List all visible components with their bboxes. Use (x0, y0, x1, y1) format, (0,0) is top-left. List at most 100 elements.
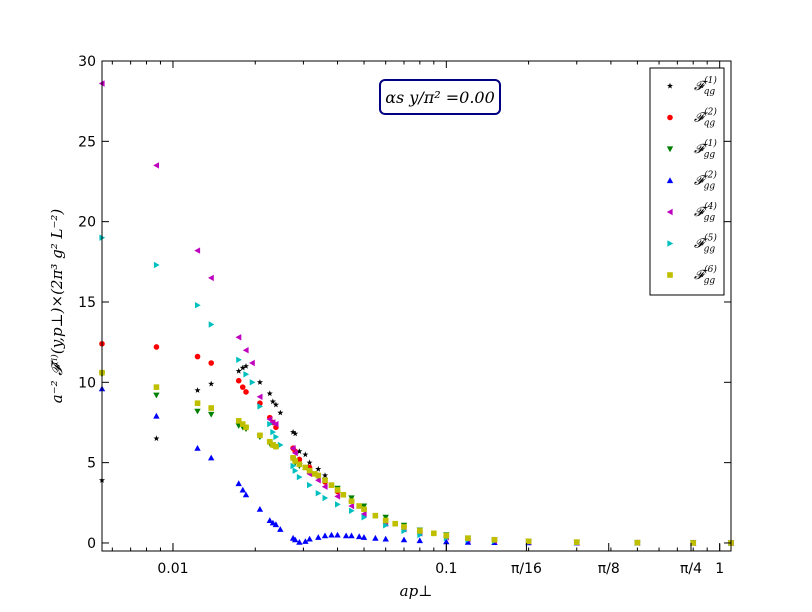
data-point (153, 392, 160, 399)
x-tick-label: π/16 (511, 561, 542, 577)
data-point (306, 535, 313, 542)
data-point (322, 477, 328, 484)
plot-frame (101, 60, 732, 552)
y-tick-label: 15 (78, 295, 96, 311)
data-point (208, 360, 215, 366)
data-point (690, 540, 696, 546)
data-point (272, 420, 279, 428)
data-point (321, 532, 329, 539)
data-point (349, 507, 355, 514)
data-point (266, 416, 273, 423)
data-point (153, 344, 160, 350)
data-point (256, 506, 264, 512)
data-point (328, 482, 335, 488)
data-point (256, 379, 263, 385)
data-point (243, 371, 250, 378)
y-tick-label: 10 (78, 375, 96, 391)
y-tick-label: 30 (78, 54, 96, 70)
data-point (335, 501, 341, 508)
data-point (443, 538, 450, 545)
data-point (292, 449, 298, 457)
data-point (443, 532, 450, 539)
data-points (98, 80, 735, 547)
data-point (307, 481, 313, 489)
data-point (195, 302, 201, 309)
annotation-frame (379, 79, 501, 115)
data-point (208, 411, 215, 418)
data-point (296, 461, 303, 468)
data-point (321, 483, 328, 490)
x-tick-label: π/8 (598, 561, 620, 577)
data-point (208, 454, 215, 461)
data-point (340, 491, 347, 498)
data-point (277, 526, 284, 532)
data-point (270, 428, 277, 436)
data-point (315, 465, 322, 472)
data-point (235, 480, 242, 487)
data-point (194, 408, 201, 415)
data-point (666, 208, 673, 216)
data-point (270, 442, 276, 448)
data-point (328, 531, 335, 538)
data-point (315, 477, 321, 484)
data-point (360, 510, 367, 518)
y-axis-label: a⁻² 𝓕⁽ⁱ⁾(y,p⊥)×(2π³ g² L⁻²) (48, 209, 66, 404)
data-point (243, 363, 249, 369)
data-point (392, 520, 398, 527)
data-point (361, 506, 367, 513)
data-point (235, 418, 242, 424)
data-point (315, 490, 322, 497)
data-point (257, 403, 264, 410)
data-point (153, 261, 160, 269)
y-tick-label: 5 (87, 456, 96, 472)
data-point (153, 384, 160, 390)
data-point (334, 531, 341, 538)
data-point (235, 334, 242, 341)
data-point (256, 393, 263, 400)
data-point (667, 240, 674, 247)
data-point (208, 380, 215, 387)
data-point (249, 379, 256, 386)
data-point (361, 514, 368, 521)
data-point (356, 533, 363, 540)
data-point (382, 514, 389, 521)
data-point (243, 389, 249, 395)
data-point (573, 539, 580, 545)
data-point (315, 534, 322, 540)
data-point (348, 495, 355, 502)
data-point (194, 445, 201, 451)
data-point (306, 459, 313, 466)
y-tick-label: 25 (78, 134, 96, 150)
data-point (194, 387, 201, 393)
data-point (296, 473, 303, 481)
y-axis-ticks: 0 5 10 15 20 25 30 (78, 54, 731, 552)
data-point (239, 421, 246, 427)
data-point (491, 536, 498, 543)
data-point (667, 272, 673, 278)
data-point (417, 528, 423, 534)
data-point (208, 405, 215, 411)
data-point (383, 522, 389, 529)
data-point (334, 493, 341, 500)
data-point (400, 536, 408, 543)
data-point (525, 538, 532, 545)
data-point (666, 146, 674, 153)
data-point (239, 364, 246, 371)
data-point (277, 409, 284, 416)
data-point (266, 517, 273, 523)
data-point (273, 443, 279, 450)
data-point (290, 462, 297, 470)
legend: 𝓕qg(1)𝓕qg(2)𝓕gg(1)𝓕gg(2)𝓕gg(4)𝓕gg(5)𝓕gg(… (649, 67, 725, 296)
y-tick-label: 20 (78, 215, 96, 231)
data-point (272, 401, 279, 408)
data-point (667, 82, 673, 89)
data-point (153, 435, 160, 442)
data-point (666, 177, 674, 184)
data-point (667, 114, 673, 121)
data-point (348, 498, 355, 504)
data-point (277, 441, 284, 449)
data-point (235, 367, 242, 374)
data-point (348, 502, 355, 510)
data-point (315, 472, 322, 479)
